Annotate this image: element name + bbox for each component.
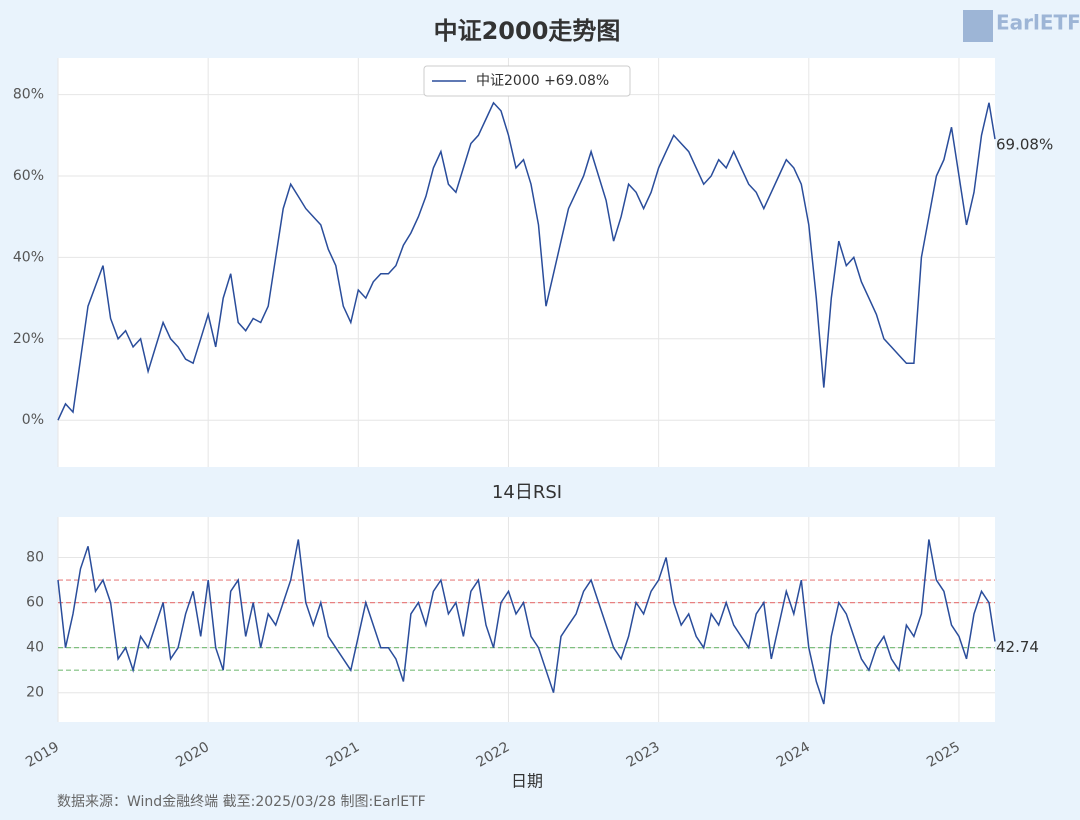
end-label: 69.08% xyxy=(996,136,1053,154)
y-tick-label: 80 xyxy=(26,550,44,566)
y-tick-label: 80% xyxy=(13,87,44,103)
end-label: 42.74 xyxy=(996,638,1039,656)
y-tick-label: 40 xyxy=(26,640,44,656)
plot-area xyxy=(58,58,995,467)
y-tick-label: 60 xyxy=(26,595,44,611)
logo: EarlETF xyxy=(996,11,1080,35)
x-axis-label: 日期 xyxy=(511,772,543,791)
legend-box xyxy=(423,65,631,97)
x-tick-label: 2024 xyxy=(774,739,813,771)
x-tick-label: 2025 xyxy=(924,739,963,771)
x-tick-label: 2020 xyxy=(173,739,212,771)
source: 数据来源：Wind金融终端 截至:2025/03/28 制图:EarlETF xyxy=(57,794,426,810)
chart-title: 中证2000走势图 xyxy=(434,17,621,45)
x-tick-label: 2022 xyxy=(474,739,513,771)
line-series xyxy=(57,101,996,421)
x-tick-label: 2019 xyxy=(23,739,62,771)
legend-label: 中证2000 +69.08% xyxy=(476,73,609,89)
line-series xyxy=(57,539,996,705)
x-tick-label: 2021 xyxy=(323,739,362,771)
y-tick-label: 60% xyxy=(13,168,44,184)
y-tick-label: 20 xyxy=(26,685,44,701)
rsi-title: 14日RSI xyxy=(492,482,562,503)
y-tick-label: 40% xyxy=(13,249,44,265)
x-tick-label: 2023 xyxy=(624,739,663,771)
y-tick-label: 0% xyxy=(22,412,44,428)
logo-icon xyxy=(963,10,993,42)
y-tick-label: 20% xyxy=(13,331,44,347)
